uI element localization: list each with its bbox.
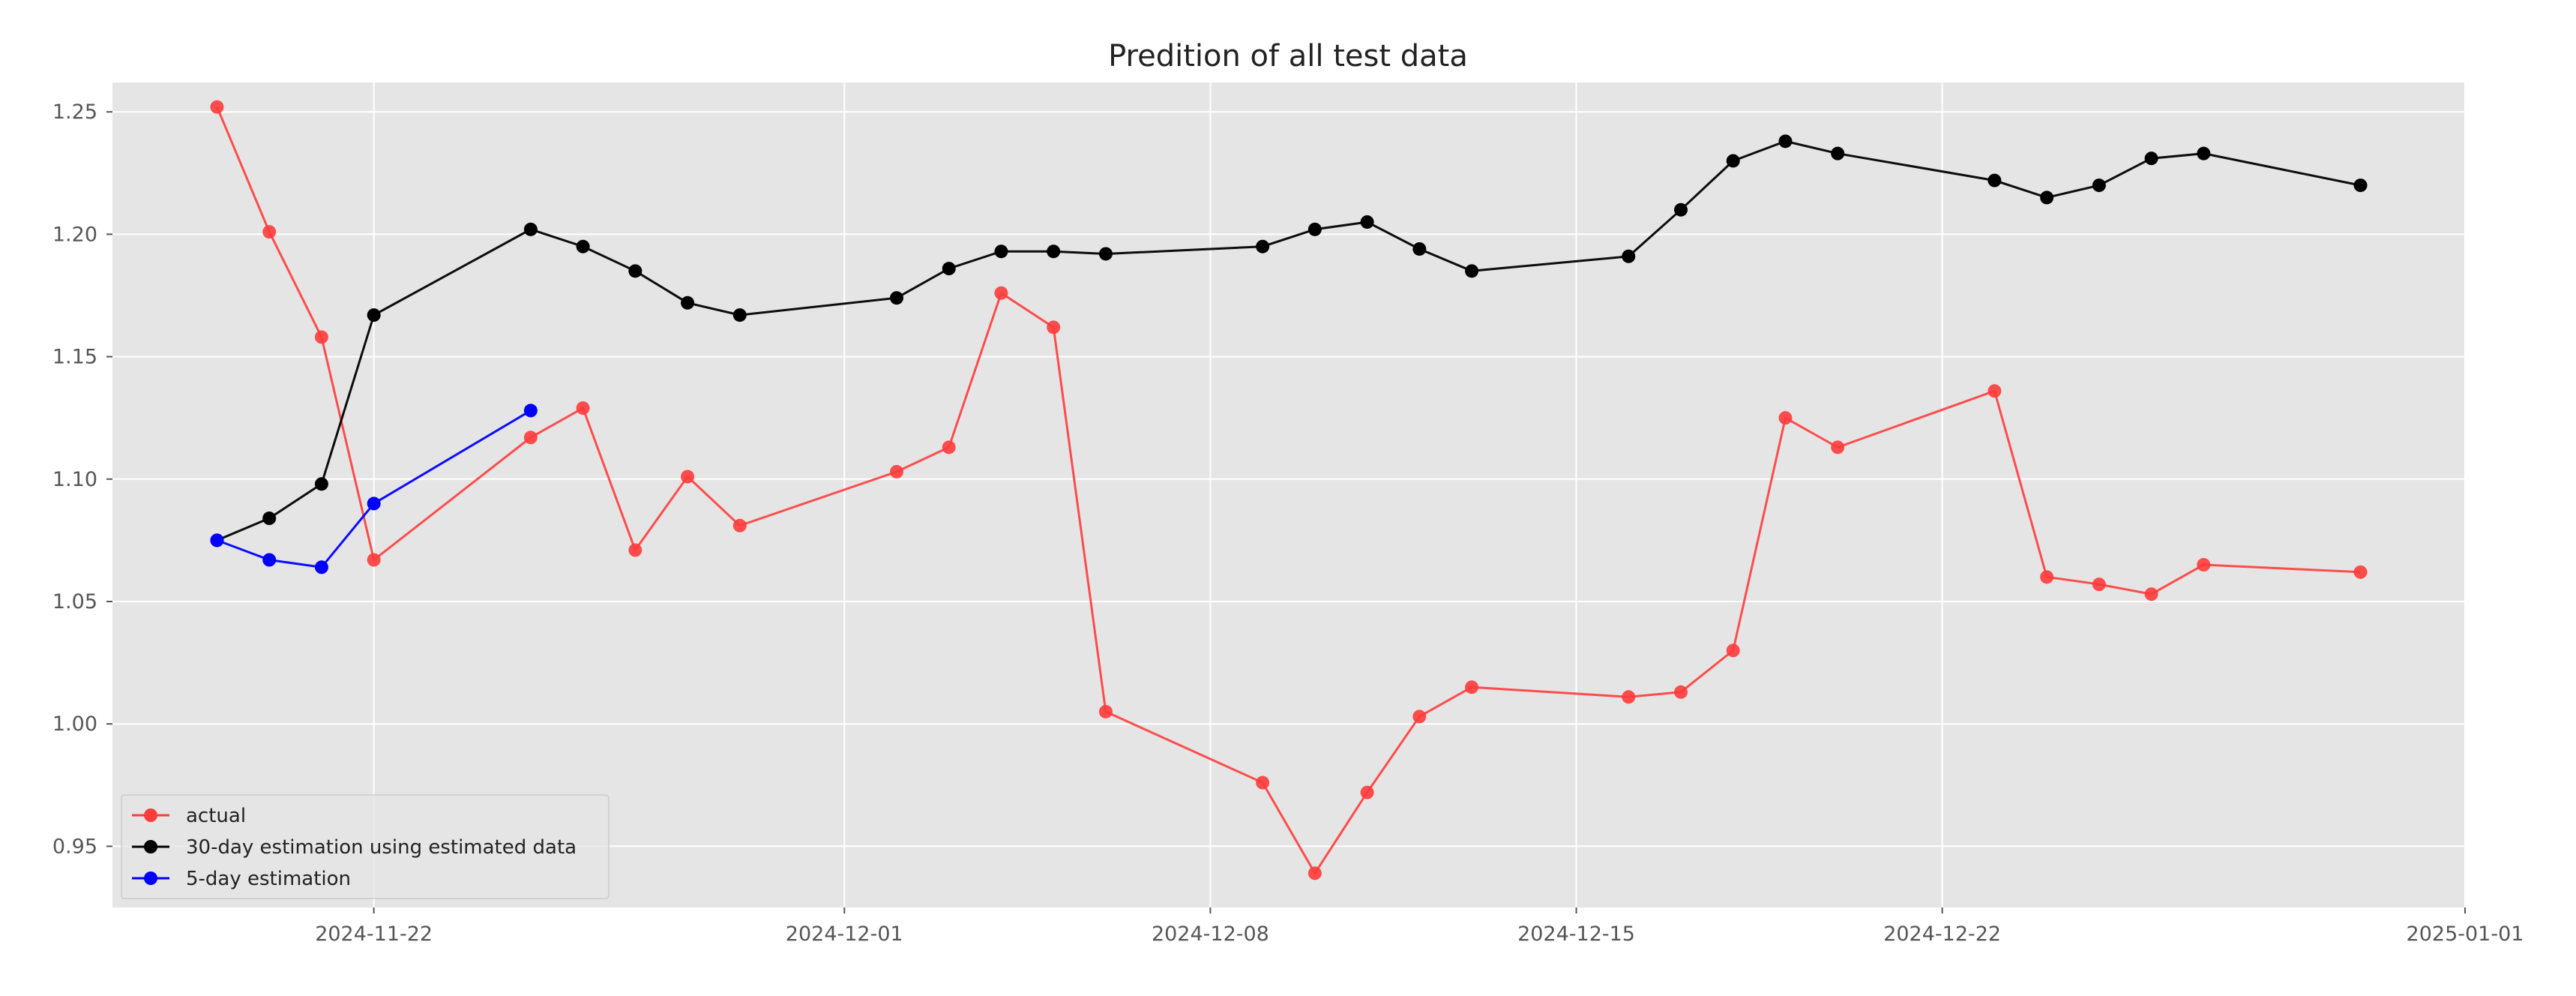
data-point — [1987, 173, 2002, 188]
data-point — [523, 222, 538, 236]
data-point — [1831, 440, 1845, 454]
data-point — [2092, 178, 2106, 193]
data-point — [2353, 178, 2368, 193]
data-point — [1412, 242, 1427, 256]
data-point — [1622, 690, 1636, 704]
data-point — [942, 262, 956, 276]
x-tick-label: 2025-01-01 — [2407, 922, 2524, 946]
data-point — [1674, 685, 1688, 699]
data-point — [2353, 565, 2368, 579]
data-point — [2144, 587, 2158, 602]
data-point — [314, 330, 328, 344]
data-point — [681, 296, 695, 310]
data-point — [210, 533, 224, 548]
data-point — [628, 543, 643, 557]
series-0 — [210, 100, 2368, 880]
data-point — [628, 264, 643, 278]
data-point — [2040, 570, 2054, 584]
series-line — [216, 106, 2361, 876]
data-point — [1465, 264, 1479, 278]
legend: actual 30-day estimation using estimated … — [121, 794, 610, 899]
data-point — [1256, 239, 1270, 254]
legend-label: actual — [186, 805, 246, 827]
legend-marker — [144, 808, 157, 822]
data-point — [262, 512, 277, 526]
data-point — [523, 404, 538, 418]
data-point — [1778, 134, 1793, 148]
legend-label: 5-day estimation — [186, 868, 351, 890]
data-point — [1465, 680, 1479, 694]
series-line — [216, 140, 2361, 542]
data-point — [1412, 710, 1427, 724]
data-point — [681, 470, 695, 484]
y-tick-label: 1.25 — [52, 100, 97, 124]
data-point — [1307, 866, 1322, 880]
data-point — [523, 430, 538, 445]
legend-marker — [144, 840, 157, 854]
data-point — [1047, 244, 1061, 259]
data-point — [1726, 154, 1740, 168]
data-point — [367, 308, 381, 322]
plot-area — [112, 82, 2465, 908]
data-point — [576, 401, 590, 416]
x-tick-label: 2024-12-22 — [1883, 922, 2001, 946]
series-group — [210, 100, 2368, 880]
data-point — [1098, 704, 1113, 718]
y-tick-label: 1.10 — [52, 468, 97, 491]
x-tick-label: 2024-12-08 — [1152, 922, 1269, 946]
data-point — [576, 239, 590, 254]
data-point — [210, 100, 224, 114]
series-2 — [210, 404, 538, 574]
data-point — [1622, 249, 1636, 263]
data-point — [1256, 776, 1270, 790]
data-point — [262, 553, 277, 567]
y-tick-label: 1.05 — [52, 590, 97, 614]
data-point — [1726, 644, 1740, 658]
series-1 — [210, 134, 2368, 548]
data-point — [2040, 190, 2054, 205]
data-point — [890, 291, 903, 305]
data-point — [1360, 215, 1374, 230]
y-tick-label: 1.20 — [52, 223, 97, 246]
data-point — [1987, 384, 2002, 398]
y-tick-label: 1.00 — [52, 712, 97, 736]
data-point — [1047, 320, 1061, 334]
x-tick-label: 2024-12-15 — [1517, 922, 1635, 946]
data-point — [2092, 578, 2106, 592]
y-tick-label: 0.95 — [52, 835, 97, 858]
data-point — [1778, 411, 1793, 425]
data-point — [994, 244, 1008, 259]
data-point — [2197, 146, 2211, 160]
data-point — [732, 518, 747, 532]
data-point — [314, 560, 328, 574]
grid-lines — [112, 82, 2466, 908]
data-point — [1307, 222, 1322, 236]
data-point — [1098, 247, 1113, 261]
x-tick-label: 2024-11-22 — [315, 922, 433, 946]
y-tick-label: 1.15 — [52, 346, 97, 369]
data-point — [2144, 152, 2158, 166]
data-point — [367, 496, 381, 511]
legend-label: 30-day estimation using estimated data — [186, 836, 577, 859]
x-tick-label: 2024-12-01 — [786, 922, 903, 946]
axis-ticks: 0.95 1.00 1.05 1.10 1.15 1.20 1.25 2024-11-22 20… — [52, 100, 2524, 946]
data-point — [1674, 202, 1688, 217]
data-point — [890, 464, 903, 478]
data-point — [1360, 785, 1374, 800]
data-point — [994, 286, 1008, 300]
data-point — [314, 477, 328, 491]
legend-marker — [144, 872, 157, 885]
chart-title: Predition of all test data — [1108, 39, 1468, 74]
data-point — [732, 308, 747, 322]
data-point — [1831, 146, 1845, 160]
data-point — [942, 440, 956, 454]
data-point — [2197, 558, 2211, 572]
data-point — [262, 225, 277, 239]
legend-box — [121, 794, 610, 899]
data-point — [367, 553, 381, 567]
